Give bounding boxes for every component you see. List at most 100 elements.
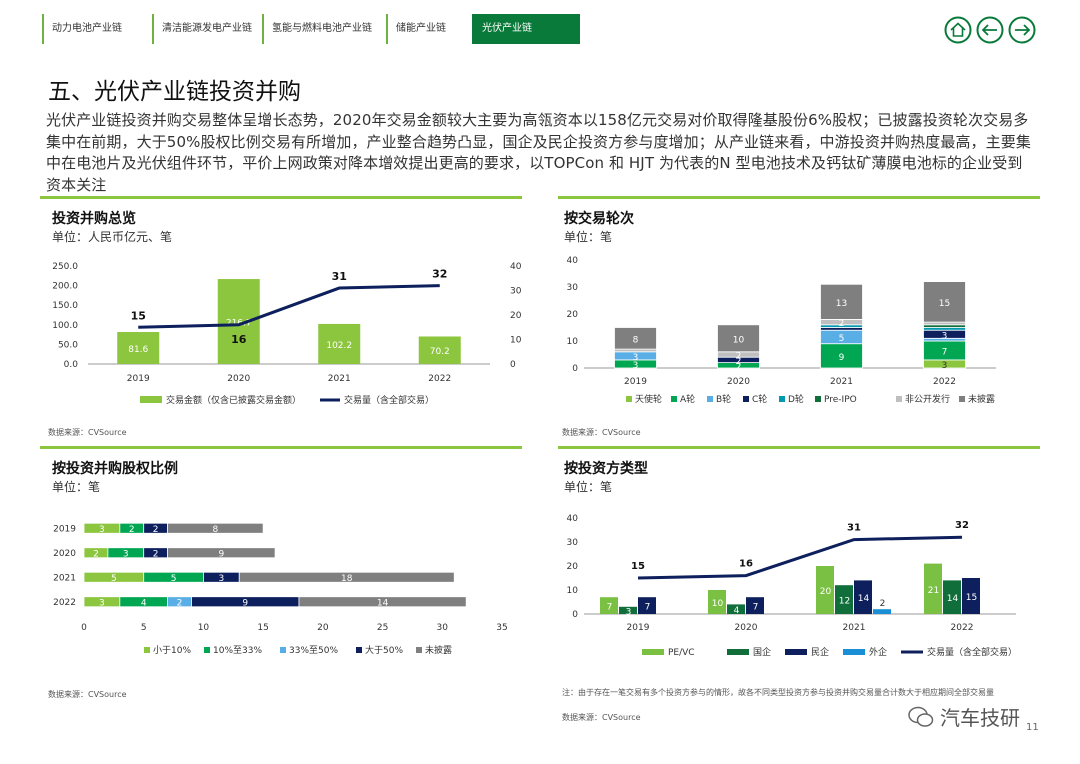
- segment-label: 9: [839, 353, 845, 363]
- x-tick-label: 2022: [933, 377, 956, 387]
- y-tick-label: 2019: [53, 524, 76, 534]
- segment-label: 2: [153, 525, 159, 535]
- stacked-segment: [614, 327, 657, 350]
- divider-right-2: [558, 446, 1040, 449]
- stacked-segment: [923, 324, 966, 328]
- x-tick-label: 15: [257, 623, 268, 633]
- right-tick-label: 10: [510, 336, 522, 346]
- segment-label: 2: [153, 549, 159, 559]
- page-title: 五、光伏产业链投资并购: [48, 79, 301, 105]
- bar-amount: [217, 279, 260, 364]
- right-tick-label: 20: [510, 311, 522, 321]
- x-tick-label: 25: [377, 623, 388, 633]
- legend-label: 天使轮: [635, 393, 662, 405]
- x-tick-label: 5: [141, 623, 147, 633]
- bar-label: 3: [626, 607, 632, 617]
- arrow-left-icon[interactable]: [976, 16, 1004, 44]
- segment-label: 3: [942, 361, 948, 371]
- home-icon[interactable]: [944, 16, 972, 44]
- divider-left: [40, 196, 522, 199]
- segment-label: 8: [213, 525, 219, 535]
- legend-swatch: [144, 647, 150, 653]
- rounds-title: 按交易轮次: [564, 211, 634, 227]
- y-tick-label: 0: [572, 364, 578, 374]
- tab-photovoltaic[interactable]: 光伏产业链: [472, 14, 580, 44]
- bar-amount-label: 102.2: [326, 341, 352, 351]
- tab-clean-energy[interactable]: 清洁能源发电产业链: [152, 14, 262, 44]
- tab-storage[interactable]: 储能产业链: [386, 14, 472, 44]
- left-tick-label: 0.0: [64, 360, 79, 370]
- legend-swatch: [707, 396, 713, 402]
- x-tick-label: 20: [317, 623, 329, 633]
- legend-label: 10%至33%: [213, 645, 262, 656]
- y-tick-label: 20: [567, 310, 579, 320]
- segment-label: 2: [736, 357, 742, 367]
- tab-hydrogen[interactable]: 氢能与燃料电池产业链: [262, 14, 386, 44]
- line-volume-label: 16: [739, 559, 753, 570]
- x-tick-label: 2019: [127, 374, 150, 384]
- x-tick-label: 0: [81, 623, 87, 633]
- segment-label: 15: [939, 299, 950, 309]
- segment-label: 2: [93, 549, 99, 559]
- bar: [638, 597, 656, 614]
- bar-label: 14: [947, 594, 959, 604]
- segment-label: 3: [99, 525, 105, 535]
- legend-label: B轮: [716, 393, 731, 405]
- rounds-unit: 单位：笔: [564, 230, 613, 244]
- right-tick-label: 40: [510, 262, 522, 272]
- stacked-segment: [923, 321, 966, 326]
- legend-swatch: [896, 396, 902, 402]
- bar-label: 15: [966, 593, 977, 603]
- bar: [873, 609, 891, 614]
- legend-label-volume: 交易量（含全部交易）: [344, 394, 434, 406]
- bar-amount: [418, 336, 461, 364]
- bar-label: 7: [645, 603, 651, 613]
- divider-left-2: [40, 446, 522, 449]
- bar: [854, 580, 872, 614]
- bar: [708, 590, 726, 614]
- legend-label: 民企: [811, 646, 829, 658]
- wechat-icon: [908, 706, 934, 727]
- segment-label: 18: [341, 574, 353, 584]
- segment-label: 3: [633, 361, 639, 371]
- segment-label: 3: [123, 549, 129, 559]
- legend-label: A轮: [680, 393, 695, 405]
- right-tick-label: 0: [510, 360, 516, 370]
- tab-power-battery[interactable]: 动力电池产业链: [42, 14, 152, 44]
- legend-label: C轮: [752, 393, 767, 405]
- left-tick-label: 50.0: [58, 340, 78, 350]
- legend-label: 未披露: [968, 393, 995, 405]
- arrow-right-icon[interactable]: [1008, 16, 1036, 44]
- bar-amount-label: 81.6: [128, 345, 148, 355]
- overview-unit: 单位：人民币亿元、笔: [52, 230, 173, 244]
- x-tick-label: 2020: [227, 374, 250, 384]
- legend-swatch: [204, 647, 210, 653]
- stacked-segment: [238, 571, 455, 583]
- line-volume-label: 32: [432, 268, 447, 281]
- segment-label: 3: [942, 331, 948, 341]
- bar: [924, 563, 942, 614]
- legend-swatch: [626, 396, 632, 402]
- overview-title: 投资并购总览: [52, 211, 136, 227]
- legend-swatch: [356, 647, 362, 653]
- intro-paragraph: 光伏产业链投资并购交易整体呈增长态势，2020年交易金额较大主要为高瓴资本以15…: [46, 111, 1031, 194]
- legend-swatch: [843, 649, 865, 655]
- left-tick-label: 250.0: [52, 262, 78, 272]
- y-tick-label: 30: [567, 283, 579, 293]
- legend-swatch: [743, 396, 749, 402]
- bar: [727, 604, 745, 614]
- line-volume-label: 31: [847, 523, 861, 534]
- stacked-segment: [923, 281, 966, 323]
- legend-label: PE/VC: [668, 648, 695, 658]
- bar-label: 10: [712, 599, 724, 609]
- left-tick-label: 100.0: [52, 321, 78, 331]
- bar-label: 14: [858, 594, 870, 604]
- overview-source: 数据来源：CVSource: [48, 428, 127, 437]
- segment-label: 10: [733, 335, 745, 345]
- legend-label: 未披露: [425, 644, 452, 656]
- segment-label: 5: [171, 574, 177, 584]
- bar: [943, 580, 961, 614]
- segment-label: 2: [129, 525, 135, 535]
- stacked-segment: [614, 348, 657, 353]
- investor-title: 按投资方类型: [564, 461, 648, 477]
